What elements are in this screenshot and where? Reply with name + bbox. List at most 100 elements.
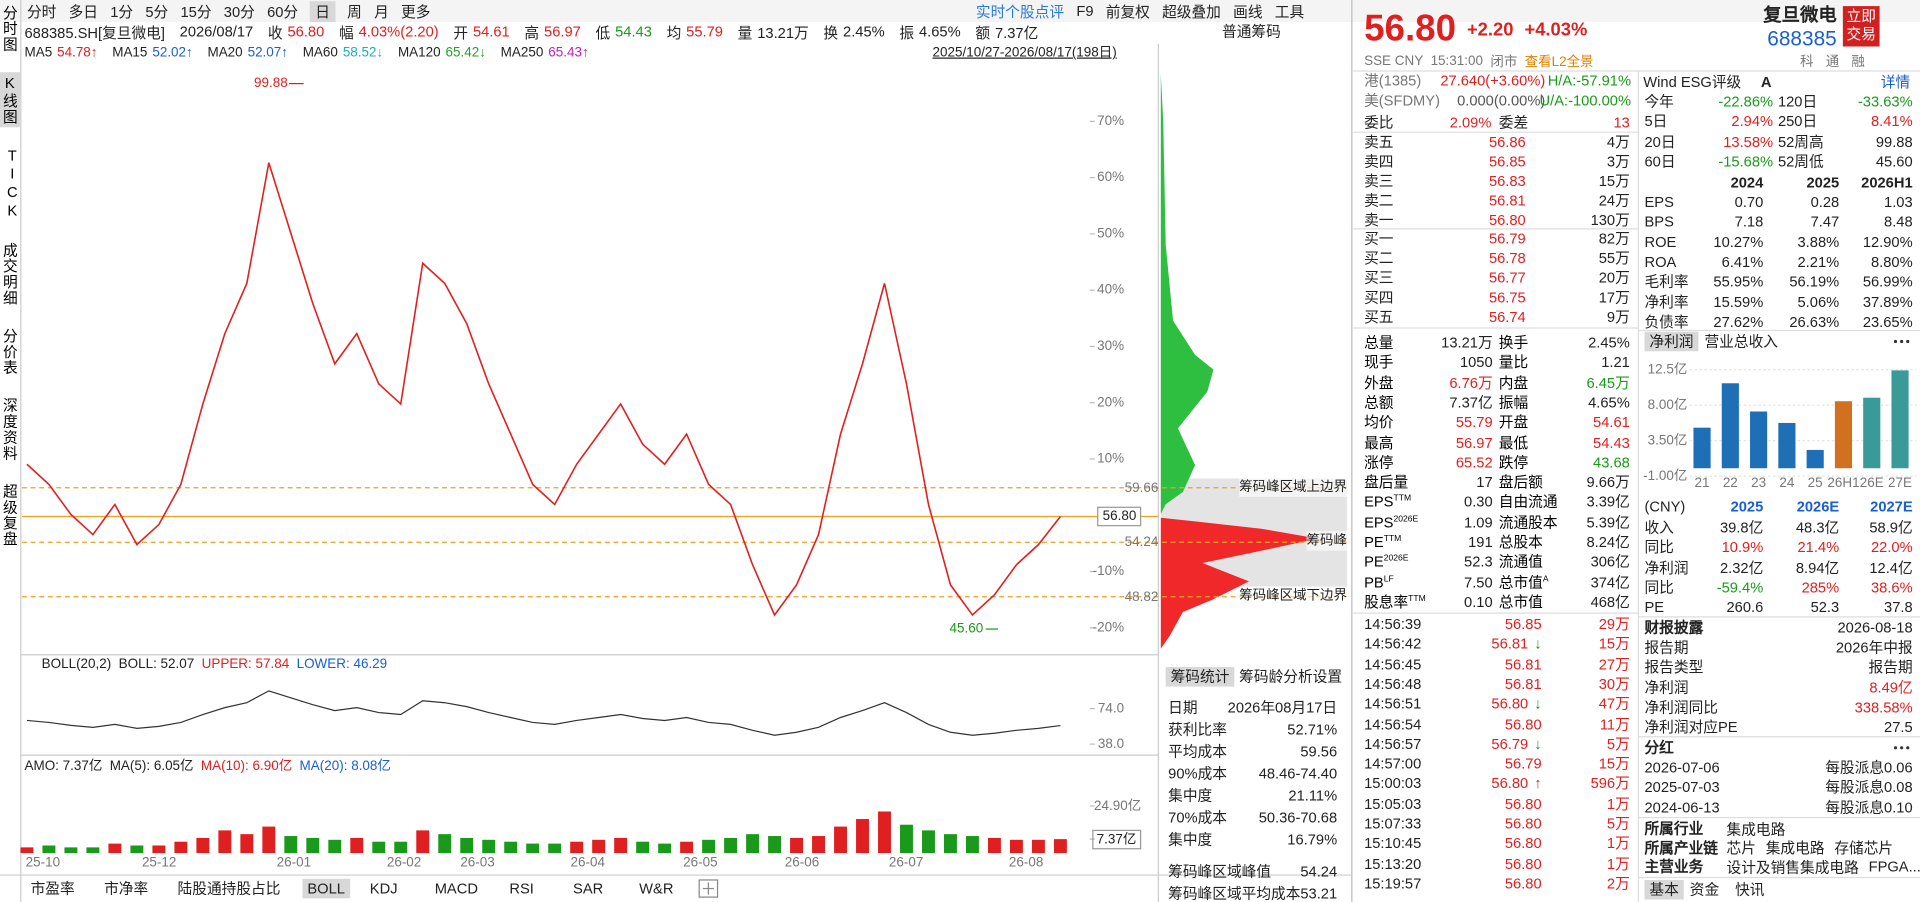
period-tab[interactable]: 1分 <box>110 3 134 21</box>
perf-value: -15.68% <box>1718 152 1774 170</box>
stat-label: 最低 <box>1499 433 1528 453</box>
more-icon[interactable] <box>1893 746 1910 750</box>
forecast-value: 12.4亿 <box>1869 558 1913 576</box>
period-tab[interactable]: 5分 <box>145 3 169 21</box>
more-icon[interactable] <box>1893 339 1910 344</box>
info-value: 54.61 <box>472 23 510 41</box>
stat-label-text: 股息率 <box>1364 593 1409 611</box>
report-label: 净利润同比 <box>1644 698 1718 716</box>
stat-label-text: 换手 <box>1498 334 1529 352</box>
amo-bar <box>856 819 869 854</box>
tool-button[interactable]: 实时个股点评 <box>975 3 1065 21</box>
amo-bar <box>834 826 847 854</box>
chart-tab[interactable]: 营业总收入 <box>1704 332 1778 351</box>
side-tab[interactable]: 分时图 <box>1 4 19 53</box>
fin-header: 2025 <box>1806 173 1840 191</box>
indicator-tab[interactable]: BOLL <box>302 878 350 899</box>
stat-label-text: PE <box>1364 553 1384 571</box>
indicator-tab[interactable]: SAR <box>573 879 604 898</box>
side-tab[interactable]: 深度资料 <box>1 397 19 462</box>
ma-value: 54.78↑ <box>57 45 98 60</box>
panel-tab[interactable]: 资金 <box>1689 881 1720 899</box>
indicator-tab[interactable]: KDJ <box>369 879 398 898</box>
side-tab[interactable]: 超级复盘 <box>1 483 19 548</box>
book-label: 买二 <box>1364 249 1394 267</box>
report-value: 8.49亿 <box>1869 678 1913 696</box>
period-tab[interactable]: 30分 <box>223 3 255 21</box>
tool-button[interactable]: 前复权 <box>1105 3 1150 21</box>
add-tab[interactable] <box>698 879 719 898</box>
stock-name: 复旦微电 <box>1763 4 1837 26</box>
chip-label: 筹码峰区域上边界 <box>1239 476 1347 497</box>
trade-button[interactable]: 立即交易 <box>1842 6 1880 47</box>
panel-tab[interactable]: 基本 <box>1644 879 1684 900</box>
period-tab[interactable]: 分时 <box>26 3 57 21</box>
stat-value: 7.50 <box>1464 573 1493 591</box>
stat-value: 65.52 <box>1455 453 1493 471</box>
period-tab[interactable]: 60分 <box>267 3 299 21</box>
period-tab[interactable]: 周 <box>347 3 362 21</box>
side-tab[interactable]: K线图 <box>0 72 21 128</box>
info-value: 54.43 <box>615 23 652 41</box>
stat-label: PETTM <box>1364 532 1401 552</box>
fin-label: 净利率 <box>1644 293 1689 311</box>
period-tab[interactable]: 日 <box>310 0 335 22</box>
side-tab[interactable]: 成交明细 <box>1 242 19 306</box>
tool-button[interactable]: 工具 <box>1274 3 1305 21</box>
tick-direction: ↑ <box>1534 775 1542 793</box>
tool-button[interactable]: 超级叠加 <box>1162 3 1221 21</box>
chip-tab[interactable]: 筹码龄分析 <box>1239 668 1313 686</box>
y-tick-label: -10% <box>1092 564 1125 579</box>
indicator-tab[interactable]: 陆股通持股占比 <box>177 879 281 898</box>
amo-bar <box>130 845 144 854</box>
stat-value: 9.66万 <box>1586 473 1630 491</box>
report-label: 报告类型 <box>1644 658 1704 676</box>
stat-label-text: 内盘 <box>1498 374 1529 392</box>
book-price: 56.75 <box>1488 288 1526 306</box>
tool-button[interactable]: F9 <box>1076 2 1094 20</box>
l2-link[interactable]: 查看L2全景 <box>1524 55 1594 70</box>
period-tab[interactable]: 15分 <box>180 3 212 21</box>
amo-bar <box>218 830 232 854</box>
side-tab[interactable]: TICK <box>3 146 21 221</box>
amo-bar <box>702 839 716 854</box>
stat-label-text: 自由流通 <box>1498 493 1558 511</box>
profit-bar <box>1693 427 1711 469</box>
side-tabs: 分时图 K线图 TICK 成交明细分价表深度资料超级复盘 <box>0 2 21 549</box>
indicator-tab[interactable]: 市盈率 <box>30 879 75 898</box>
stat-label-text: 均价 <box>1364 413 1394 432</box>
ma-name: MA120 <box>397 45 441 60</box>
side-tab[interactable]: 分价表 <box>1 327 19 376</box>
price-change: +2.20 <box>1466 19 1514 41</box>
dividend-value: 每股派息0.06 <box>1825 758 1913 776</box>
x-tick-label: 26-04 <box>570 855 605 871</box>
y-tick-label: 12.5亿 <box>1647 362 1688 377</box>
stat-label-text: PE <box>1364 533 1384 551</box>
indicator-tab[interactable]: MACD <box>434 879 478 898</box>
esg-link[interactable]: 详情 <box>1880 73 1911 91</box>
amo-bar <box>812 836 825 854</box>
profit-bar <box>1834 401 1853 469</box>
period-tab[interactable]: 更多 <box>401 3 431 21</box>
boll-price-line <box>26 690 1061 736</box>
chip-stat-label: 获利比率 <box>1168 720 1227 738</box>
y-tick-label: 20% <box>1097 395 1125 411</box>
tool-button[interactable]: 画线 <box>1233 3 1263 21</box>
indicator-tab[interactable]: W&R <box>639 879 674 898</box>
amo-bar <box>680 841 694 854</box>
indicator-tab[interactable]: 市净率 <box>104 879 149 898</box>
period-tab[interactable]: 月 <box>374 3 389 21</box>
book-price: 56.85 <box>1488 152 1526 170</box>
amo-bar <box>614 837 628 854</box>
chip-tab[interactable]: 设置 <box>1312 668 1343 686</box>
panel-tab[interactable]: 快讯 <box>1735 881 1765 899</box>
chip-tab[interactable]: 筹码统计 <box>1165 667 1235 687</box>
bid-ratio-value: 13 <box>1613 113 1630 131</box>
ma-name: MA60 <box>302 45 338 60</box>
period-tab[interactable]: 多日 <box>68 3 98 21</box>
chart-tab[interactable]: 净利润 <box>1644 331 1699 352</box>
book-price: 56.86 <box>1488 133 1526 151</box>
indicator-tab[interactable]: RSI <box>509 879 534 898</box>
price-label: 59.66 <box>1124 480 1159 496</box>
tick-time: 15:07:33 <box>1364 815 1422 833</box>
